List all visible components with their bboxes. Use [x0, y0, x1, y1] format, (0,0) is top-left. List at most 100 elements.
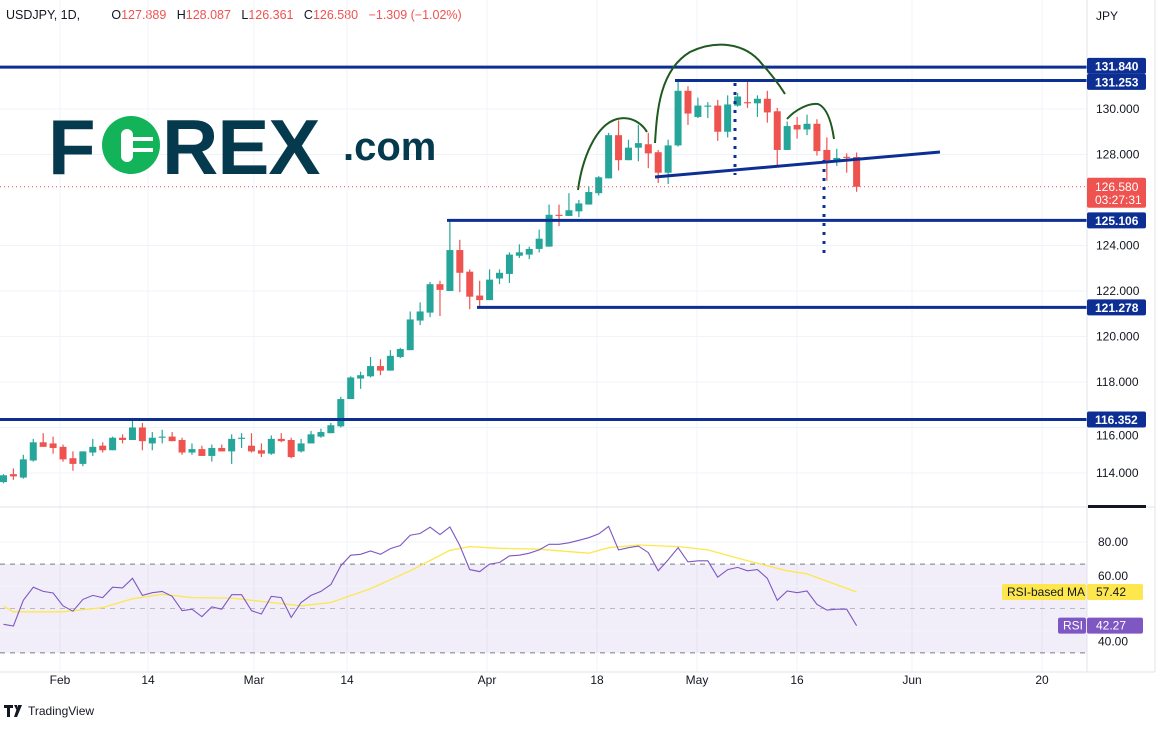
candle-body	[763, 98, 771, 113]
candle-body	[654, 152, 662, 173]
candle-body	[148, 437, 156, 444]
candle-body	[327, 425, 335, 434]
time-axis-label: Apr	[478, 673, 497, 687]
candle-body	[565, 210, 573, 216]
candle-body	[297, 443, 305, 452]
candle-body	[109, 437, 117, 451]
candle-body	[287, 440, 295, 458]
candle-body	[317, 432, 325, 437]
open-value: 127.889	[121, 8, 167, 22]
candle-body	[823, 149, 831, 161]
candle-body	[704, 105, 712, 107]
candle-body	[674, 90, 682, 146]
candle-body	[525, 248, 533, 255]
time-axis-label: 16	[790, 673, 804, 687]
candle-body	[684, 90, 692, 114]
high-label: H	[176, 8, 186, 22]
time-axis-label: Feb	[50, 673, 71, 687]
candle-body	[29, 442, 37, 461]
candle-body	[357, 375, 365, 379]
rsi-axis-label: 60.00	[1098, 569, 1128, 583]
candle-body	[257, 450, 265, 454]
candle-body	[178, 440, 186, 453]
tradingview-brand[interactable]: TradingView	[4, 704, 94, 718]
candle-body	[575, 203, 583, 212]
candle-body	[515, 252, 523, 256]
candle-body	[744, 102, 751, 104]
rsi-ma-value-badge	[1087, 584, 1143, 601]
candle-body	[813, 123, 821, 152]
last-price-label: 126.580	[1095, 180, 1139, 194]
price-axis-label: 118.000	[1096, 375, 1139, 389]
time-axis-label: 20	[1035, 673, 1049, 687]
candle-body	[188, 449, 196, 453]
left-shoulder-curve	[577, 117, 648, 191]
rsi-line	[3, 525, 858, 627]
candle-body	[615, 135, 623, 161]
rsi-ma-name-badge	[1002, 584, 1086, 601]
time-axis-label: 14	[340, 673, 354, 687]
candle-body	[138, 427, 146, 442]
time-axis-label: May	[686, 673, 709, 687]
drawings	[0, 43, 1087, 421]
countdown-label: 03:27:31	[1095, 193, 1142, 207]
low-value: 126.361	[248, 8, 294, 22]
rsi-ma-line	[3, 544, 857, 613]
candle-body	[248, 445, 255, 452]
candle-body	[406, 319, 414, 351]
price-axis-label: 128.000	[1096, 148, 1140, 162]
rsi-value: 42.27	[1096, 619, 1126, 633]
level-badge	[1087, 212, 1146, 229]
symbol-name: USDJPY, 1D,	[6, 8, 81, 22]
level-badge	[1087, 411, 1146, 428]
candle-body	[793, 124, 801, 130]
candle-body	[59, 446, 67, 460]
candle-body	[158, 436, 166, 438]
price-axis-label: 116.000	[1096, 428, 1139, 442]
svg-text:REX: REX	[162, 103, 320, 191]
candle-body	[386, 355, 394, 371]
candle-body	[277, 438, 285, 442]
candle-body	[446, 250, 454, 291]
candle-body	[396, 349, 404, 357]
candle-body	[505, 254, 513, 274]
candle-body	[476, 295, 484, 301]
candle-body	[456, 250, 464, 273]
candle-body	[9, 474, 17, 477]
candle-body	[119, 437, 127, 441]
candle-body	[228, 438, 236, 452]
close-label: C	[303, 8, 313, 22]
candle-body	[773, 111, 781, 150]
candle-body	[843, 156, 851, 158]
candle-body	[208, 447, 216, 456]
candle-body	[376, 366, 384, 371]
candle-body	[198, 449, 206, 456]
level-badge-label: 131.253	[1095, 75, 1139, 89]
time-axis-label: Mar	[244, 673, 265, 687]
symbol-legend: USDJPY, 1D, O127.889 H128.087 L126.361 C…	[6, 8, 462, 22]
pane-resize-handle	[1088, 505, 1146, 508]
candles	[0, 80, 861, 484]
rsi-value-badge	[1087, 617, 1143, 634]
tradingview-label: TradingView	[28, 704, 95, 718]
time-axis-label: 14	[141, 673, 155, 687]
level-badge-label: 121.278	[1095, 301, 1139, 315]
candle-body	[783, 126, 791, 150]
rsi-ma-value: 57.42	[1096, 585, 1126, 599]
svg-text:.com: .com	[343, 125, 436, 169]
candle-body	[218, 447, 226, 452]
candle-body	[307, 434, 315, 444]
time-axis-label: 18	[590, 673, 604, 687]
rsi-name: RSI	[1063, 619, 1083, 633]
rsi-axis-label: 40.00	[1098, 635, 1128, 649]
right-shoulder-curve	[786, 102, 835, 140]
candle-body	[753, 98, 761, 104]
candle-body	[416, 311, 424, 321]
candle-body	[634, 143, 642, 148]
high-value: 128.087	[185, 8, 231, 22]
candle-body	[535, 238, 543, 249]
level-badge-label: 131.840	[1095, 59, 1139, 73]
price-axis-label: 114.000	[1096, 466, 1139, 480]
level-badge	[1087, 73, 1146, 90]
